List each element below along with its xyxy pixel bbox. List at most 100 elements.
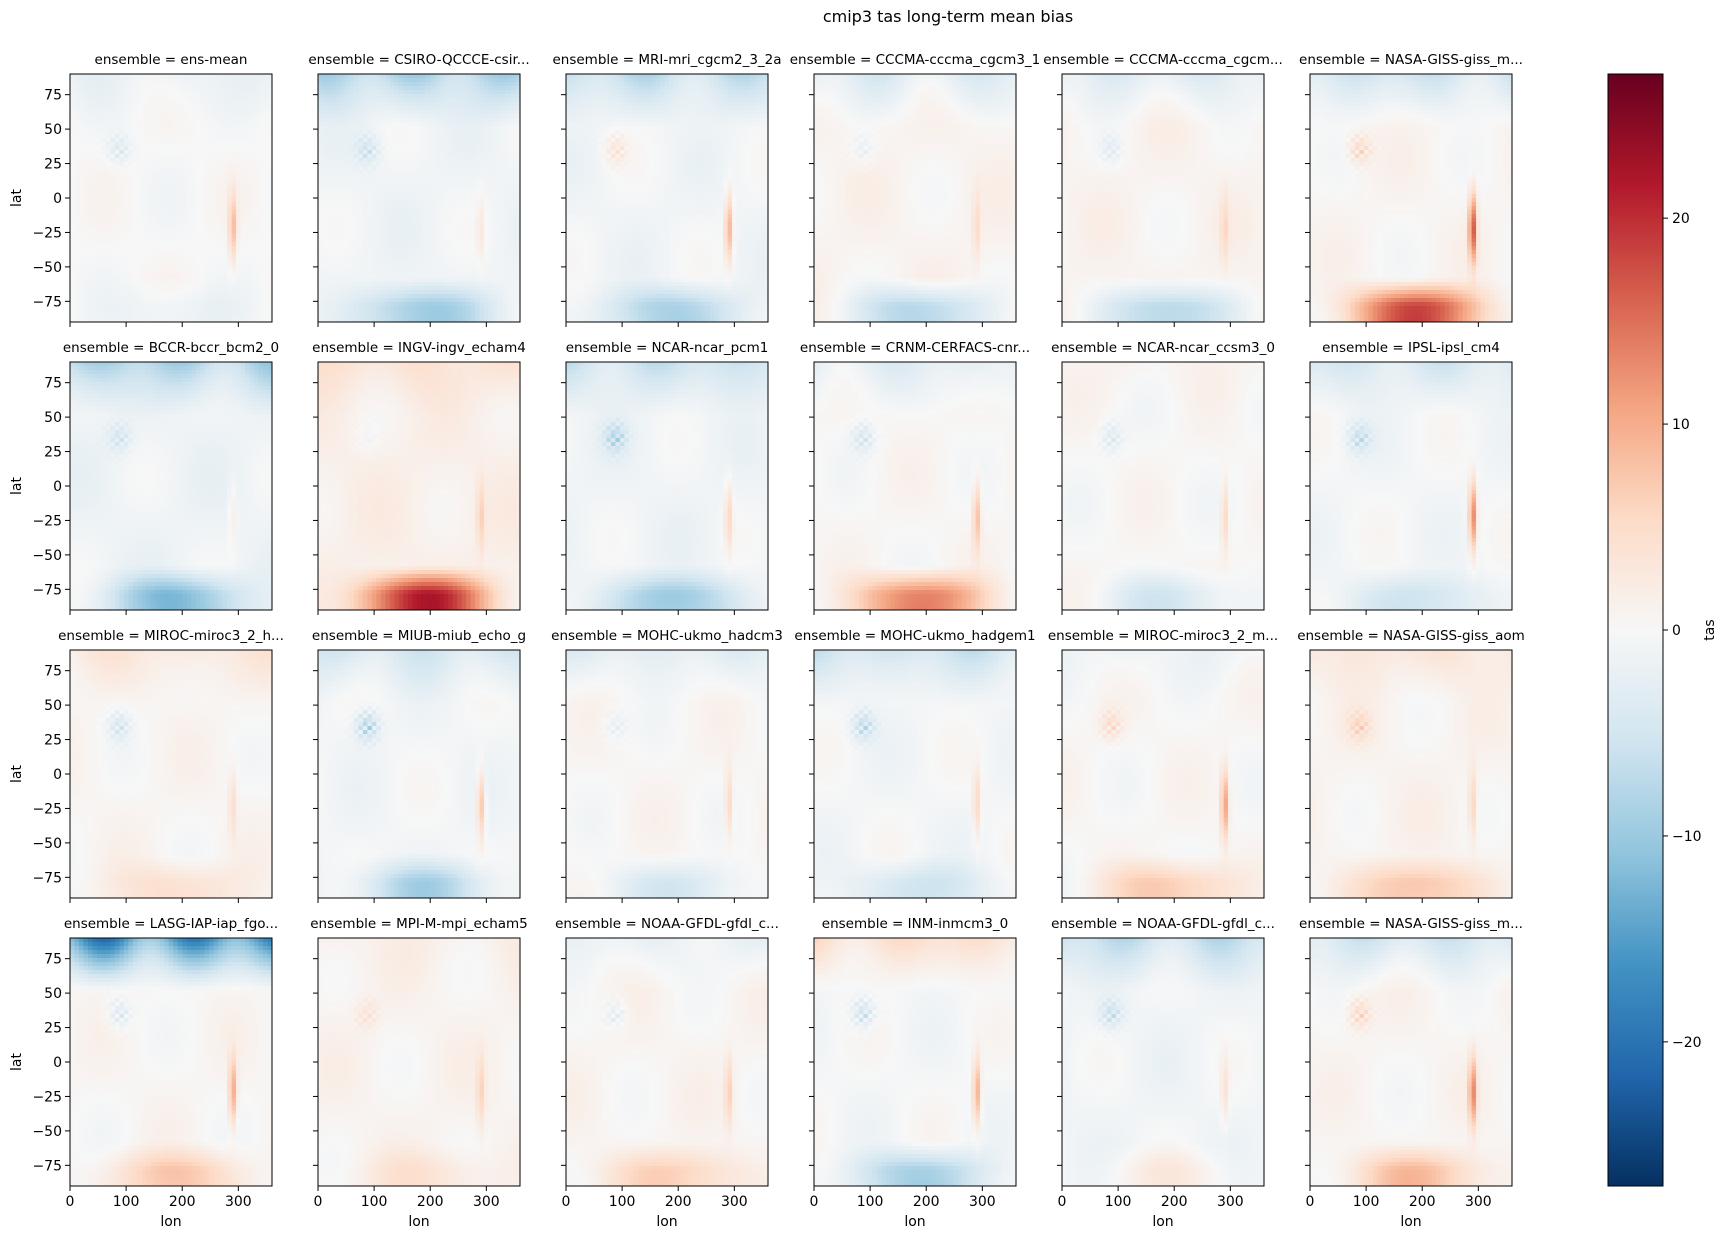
heatmap-cell: [205, 230, 210, 234]
heatmap-cell: [250, 122, 255, 126]
heatmap-cell: [164, 170, 169, 174]
heatmap-cell: [92, 102, 97, 106]
heatmap-cell: [191, 198, 196, 202]
heatmap-cell: [128, 106, 133, 110]
heatmap-cell: [241, 126, 246, 130]
heatmap-cell: [263, 206, 268, 210]
heatmap-cell: [92, 218, 97, 222]
heatmap-cell: [88, 190, 93, 194]
heatmap-cell: [164, 138, 169, 142]
heatmap-cell: [223, 102, 228, 106]
heatmap-cell: [236, 202, 241, 206]
heatmap-cell: [97, 190, 102, 194]
heatmap-cell: [227, 166, 232, 170]
heatmap-cell: [70, 198, 75, 202]
heatmap-cell: [241, 210, 246, 214]
heatmap-cell: [83, 210, 88, 214]
heatmap-cell: [79, 198, 84, 202]
heatmap-cell: [200, 142, 205, 146]
heatmap-cell: [146, 174, 151, 178]
heatmap-cell: [128, 90, 133, 94]
heatmap-cell: [250, 214, 255, 218]
heatmap-cell: [124, 150, 129, 154]
heatmap-cell: [142, 82, 147, 86]
heatmap-cell: [196, 166, 201, 170]
heatmap-cell: [155, 194, 160, 198]
heatmap-cell: [227, 118, 232, 122]
heatmap-cell: [200, 226, 205, 230]
heatmap-cell: [146, 210, 151, 214]
heatmap-cell: [200, 182, 205, 186]
heatmap-cell: [83, 238, 88, 242]
heatmap-cell: [106, 90, 111, 94]
heatmap-cell: [92, 114, 97, 118]
heatmap-cell: [259, 218, 264, 222]
heatmap-cell: [254, 122, 259, 126]
heatmap-cell: [97, 154, 102, 158]
heatmap-cell: [155, 206, 160, 210]
heatmap-cell: [254, 90, 259, 94]
heatmap-cell: [88, 86, 93, 90]
heatmap-cell: [200, 202, 205, 206]
heatmap-cell: [205, 182, 210, 186]
heatmap-cell: [236, 234, 241, 238]
heatmap-cell: [164, 186, 169, 190]
heatmap-cell: [83, 158, 88, 162]
heatmap-cell: [196, 102, 201, 106]
heatmap-cell: [97, 226, 102, 230]
heatmap-cell: [74, 154, 79, 158]
heatmap-cell: [209, 158, 214, 162]
heatmap-cell: [128, 134, 133, 138]
heatmap-cell: [101, 114, 106, 118]
heatmap-cell: [88, 78, 93, 82]
heatmap-cell: [110, 134, 115, 138]
heatmap-cell: [106, 154, 111, 158]
heatmap-cell: [187, 154, 192, 158]
heatmap-cell: [74, 174, 79, 178]
heatmap-cell: [218, 186, 223, 190]
heatmap-cell: [119, 198, 124, 202]
heatmap-cell: [196, 210, 201, 214]
heatmap-cell: [128, 182, 133, 186]
heatmap-cell: [155, 82, 160, 86]
heatmap-cell: [187, 186, 192, 190]
heatmap-cell: [236, 194, 241, 198]
heatmap-cell: [214, 150, 219, 154]
heatmap-cell: [74, 126, 79, 130]
heatmap-cell: [223, 162, 228, 166]
heatmap-cell: [92, 118, 97, 122]
heatmap-cell: [79, 206, 84, 210]
heatmap-cell: [155, 150, 160, 154]
heatmap-cell: [151, 206, 156, 210]
heatmap-cell: [110, 170, 115, 174]
heatmap-cell: [209, 182, 214, 186]
heatmap-cell: [205, 86, 210, 90]
heatmap-cell: [101, 194, 106, 198]
heatmap-cell: [146, 130, 151, 134]
heatmap-cell: [74, 182, 79, 186]
heatmap-cell: [254, 114, 259, 118]
heatmap-cell: [209, 174, 214, 178]
heatmap-cell: [88, 174, 93, 178]
heatmap-cell: [124, 130, 129, 134]
heatmap-cell: [110, 166, 115, 170]
heatmap-cell: [124, 142, 129, 146]
heatmap-cell: [169, 230, 174, 234]
heatmap-cell: [169, 182, 174, 186]
heatmap-cell: [70, 86, 75, 90]
heatmap-cell: [196, 186, 201, 190]
heatmap-cell: [178, 106, 183, 110]
heatmap-cell: [236, 214, 241, 218]
heatmap-cell: [110, 150, 115, 154]
heatmap-cell: [178, 74, 183, 78]
heatmap-cell: [83, 110, 88, 114]
heatmap-cell: [191, 226, 196, 230]
heatmap-cell: [254, 102, 259, 106]
heatmap-cell: [223, 130, 228, 134]
heatmap-cell: [164, 74, 169, 78]
heatmap-cell: [92, 134, 97, 138]
heatmap-cell: [119, 150, 124, 154]
heatmap-cell: [209, 234, 214, 238]
heatmap-cell: [236, 118, 241, 122]
heatmap-cell: [245, 154, 250, 158]
